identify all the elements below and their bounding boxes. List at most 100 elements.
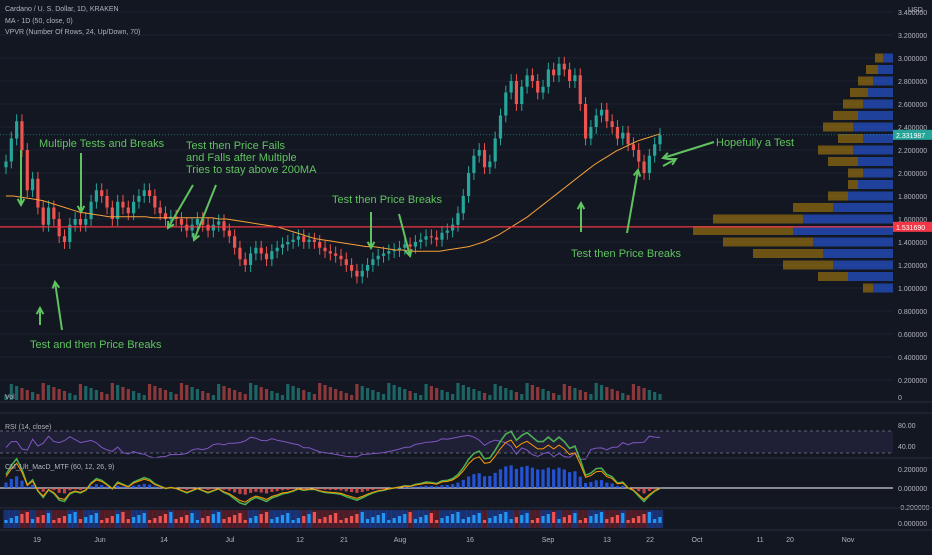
macd-hist-bar	[525, 466, 528, 488]
macd-hist-bar	[504, 466, 507, 488]
candle-body	[531, 75, 534, 81]
volume-bar	[233, 390, 236, 400]
time-axis-label: 14	[160, 537, 168, 544]
macd-hist-bar	[265, 488, 268, 493]
macd-hist-bar	[212, 488, 215, 489]
time-axis-label: Nov	[842, 537, 855, 544]
macd-hist-bar	[483, 476, 486, 488]
macd-hist-bar	[403, 487, 406, 488]
candle-body	[589, 127, 592, 139]
macd-hist-bar	[424, 486, 427, 488]
candle-body	[409, 244, 412, 246]
macd-hist-bar	[100, 485, 103, 488]
osc-bar	[611, 517, 614, 523]
volume-bar	[265, 389, 268, 400]
macd-hist-bar	[89, 486, 92, 488]
volume-bar	[329, 387, 332, 400]
candle-body	[472, 156, 475, 173]
candle-body	[616, 127, 619, 139]
volume-bar	[435, 388, 438, 400]
price-axis-label: 0.600000	[898, 332, 927, 339]
annotation-test-fails-line: Test then Price Fails	[186, 140, 286, 152]
volume-bar	[20, 388, 23, 400]
macd-hist-bar	[323, 488, 326, 490]
osc-bar	[387, 520, 390, 523]
osc-bar	[494, 516, 497, 523]
macd-hist-bar	[371, 488, 374, 490]
osc-bar	[467, 517, 470, 523]
time-axis-label: 22	[646, 537, 654, 544]
candle-body	[345, 259, 348, 265]
volume-bar	[345, 393, 348, 400]
osc-bar	[393, 518, 396, 523]
macd-hist-bar	[547, 468, 550, 488]
macd-hist-bar	[42, 488, 45, 492]
vpvr-down-bar	[828, 192, 848, 201]
macd-hist-bar	[520, 467, 523, 488]
candle-body	[462, 196, 465, 213]
volume-bar	[281, 395, 284, 400]
candle-body	[366, 265, 369, 271]
candle-body	[440, 233, 443, 240]
osc-bar	[382, 513, 385, 523]
volume-bar	[451, 394, 454, 400]
candle-body	[313, 240, 316, 242]
candle-body	[233, 236, 236, 248]
osc-bar	[10, 518, 13, 523]
osc-bar	[222, 519, 225, 523]
macd-hist-bar	[20, 481, 23, 488]
legend-ma[interactable]: MA - 1D (50, close, 0)	[5, 17, 73, 27]
volume-bar	[84, 386, 87, 400]
macd-axis-top: 0.200000	[898, 467, 927, 474]
osc-bar	[217, 512, 220, 523]
osc-bar	[515, 517, 518, 523]
osc-bar	[536, 518, 539, 523]
vpvr-down-bar	[833, 111, 858, 120]
vpvr-up-bar	[863, 169, 893, 178]
legend-vpvr[interactable]: VPVR (Number Of Rows, 24, Up/Down, 70)	[5, 28, 140, 38]
volume-bar	[584, 392, 587, 400]
volume-bar	[366, 388, 369, 400]
vpvr-up-bar	[853, 123, 893, 132]
macd-hist-bar	[653, 488, 656, 489]
candle-body	[254, 248, 257, 254]
vpvr-down-bar	[858, 77, 873, 86]
vpvr-up-bar	[873, 284, 893, 293]
legend-symbol[interactable]: Cardano / U. S. Dollar, 1D, KRAKEN	[5, 5, 119, 15]
vpvr-down-bar	[828, 157, 858, 166]
vpvr-up-bar	[883, 54, 893, 63]
volume-bar	[611, 389, 614, 400]
macd-hist-bar	[334, 488, 337, 490]
candle-body	[47, 208, 50, 225]
legend-rsi[interactable]: RSI (14, close)	[5, 423, 51, 433]
time-axis-label: 20	[786, 537, 794, 544]
candle-body	[329, 251, 332, 253]
bg-strip	[434, 510, 440, 528]
osc-bar	[63, 516, 66, 523]
osc-bar	[377, 515, 380, 523]
osc-bar	[483, 520, 486, 523]
volume-bar	[159, 388, 162, 400]
osc-bar	[292, 520, 295, 523]
macd-hist-bar	[573, 471, 576, 488]
legend-macd[interactable]: CM_Ult_MacD_MTF (60, 12, 26, 9)	[5, 463, 114, 473]
osc-bar	[573, 513, 576, 523]
macd-hist-bar	[47, 488, 50, 489]
volume-bar	[15, 386, 18, 400]
legend-vol[interactable]: Vol	[5, 393, 15, 403]
osc-bar	[281, 515, 284, 523]
candle-body	[185, 225, 188, 231]
volume-bar	[595, 383, 598, 400]
osc-bar	[26, 512, 29, 523]
macd-hist-bar	[339, 488, 342, 491]
candle-body	[318, 242, 321, 248]
vpvr-down-bar	[866, 65, 878, 74]
annotation-test-breaks-right: Test then Price Breaks	[571, 248, 682, 260]
volume-bar	[525, 383, 528, 400]
annotation-test-breaks-mid: Test then Price Breaks	[332, 194, 443, 206]
macd-hist-bar	[222, 488, 225, 490]
osc-bar	[648, 512, 651, 523]
macd-hist-bar	[435, 486, 438, 488]
candle-body	[222, 221, 225, 230]
